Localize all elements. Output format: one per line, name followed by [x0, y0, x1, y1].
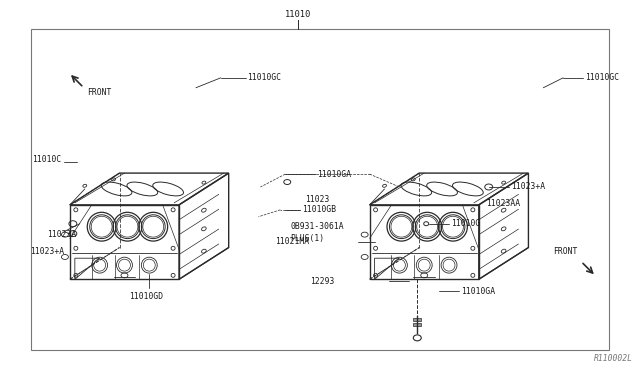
Bar — [413, 318, 421, 321]
Text: 11023AA: 11023AA — [486, 199, 520, 208]
Text: 11010: 11010 — [285, 10, 311, 19]
Bar — [413, 323, 421, 326]
Text: 11010GB: 11010GB — [302, 205, 336, 214]
Text: FRONT: FRONT — [553, 247, 578, 256]
Text: 11021MA: 11021MA — [275, 237, 310, 246]
Text: 11010G: 11010G — [451, 219, 480, 228]
Text: FRONT: FRONT — [87, 88, 111, 97]
Text: 11023: 11023 — [305, 195, 330, 204]
Text: 11010GA: 11010GA — [317, 170, 351, 179]
Text: 11010GC: 11010GC — [248, 73, 282, 82]
Text: PLUG(1): PLUG(1) — [290, 234, 324, 243]
Text: 11023A: 11023A — [47, 230, 76, 239]
Text: 11023+A: 11023+A — [511, 183, 545, 192]
Text: 11010GC: 11010GC — [585, 73, 619, 82]
Text: 0B931-3061A: 0B931-3061A — [290, 222, 344, 231]
Text: 12293: 12293 — [310, 277, 335, 286]
Text: 11010C: 11010C — [32, 155, 61, 164]
Text: 11010GD: 11010GD — [129, 292, 164, 301]
Text: 11023+A: 11023+A — [30, 247, 64, 256]
Text: R110002L: R110002L — [594, 354, 633, 363]
Text: 11010GA: 11010GA — [461, 287, 495, 296]
Bar — [31, 29, 609, 350]
